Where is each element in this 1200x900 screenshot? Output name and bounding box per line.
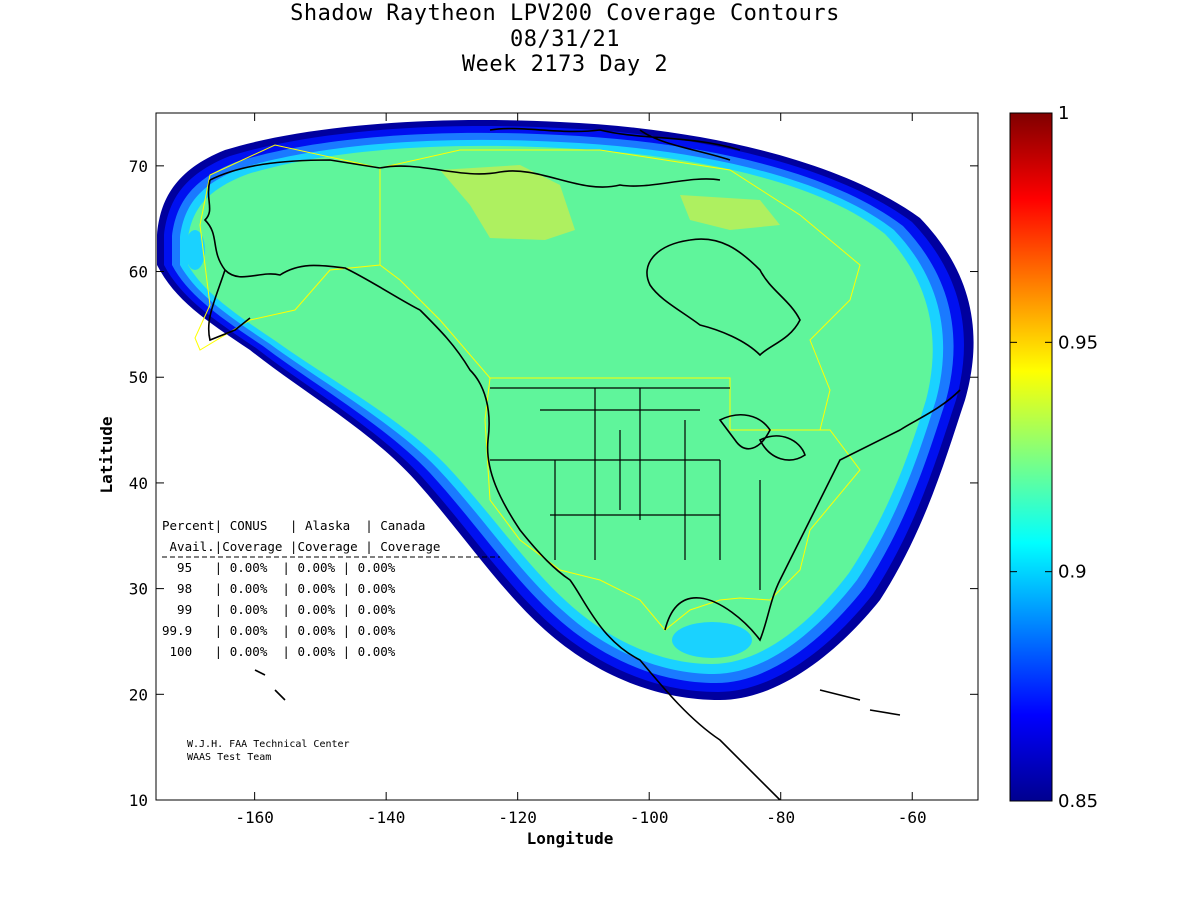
coastlines [203,127,961,800]
coverage-table: Percent| CONUS | Alaska | Canada Avail.|… [162,518,500,659]
credit-line-2: WAAS Test Team [187,752,271,763]
table-row: 98 | 0.00% | 0.00% | 0.00% [162,581,396,596]
y-tick-label: 20 [129,685,148,704]
atlantic-coast [664,389,961,642]
y-tick-label: 50 [129,368,148,387]
colorbar-frame [1009,112,1053,802]
contour-gulf-090 [672,622,752,658]
alaska-boundary [194,144,381,351]
y-tick-label: 60 [129,263,148,282]
x-tick-label: -80 [766,808,795,827]
y-axis-label: Latitude [97,416,116,493]
y-tick-label: 70 [129,157,148,176]
arctic-coast [379,127,741,188]
x-tick-label: -60 [898,808,927,827]
x-tick-label: -100 [630,808,669,827]
colorbar-ticks: 1 0.95 0.9 0.85 [1010,103,1098,812]
chart-date: 08/31/21 [510,27,620,52]
hudson-bay [646,238,801,357]
colorbar [1010,113,1052,801]
x-axis: -160 -140 -120 -100 -80 -60 [235,113,927,827]
chart-week-day: Week 2173 Day 2 [461,52,669,77]
coverage-contours [157,120,974,700]
contour-alaska-notch [185,230,205,270]
table-row: 95 | 0.00% | 0.00% | 0.00% [162,560,396,575]
colorbar-tick-label: 0.9 [1058,562,1087,583]
table-row: 100 | 0.00% | 0.00% | 0.00% [162,644,396,659]
pacific-coast [419,309,781,800]
table-row: 99 | 0.00% | 0.00% | 0.00% [162,602,396,617]
canada-boundary [379,149,861,431]
y-tick-label: 40 [129,474,148,493]
region-boundaries [194,144,861,631]
colorbar-tick-label: 0.95 [1058,332,1098,353]
us-state-grid [490,387,761,590]
credit-line-1: W.J.H. FAA Technical Center [187,739,350,750]
table-header-2: Avail.|Coverage |Coverage | Coverage [162,539,440,554]
y-tick-label: 30 [129,580,148,599]
x-axis-label: Longitude [527,829,614,848]
chart-title: Shadow Raytheon LPV200 Coverage Contours [290,1,840,26]
colorbar-tick-label: 1 [1058,103,1069,124]
caribbean-islands [254,669,901,716]
table-header-1: Percent| CONUS | Alaska | Canada [162,518,425,533]
contour-band-091 [188,145,933,665]
x-tick-label: -140 [367,808,406,827]
table-row: 99.9 | 0.00% | 0.00% | 0.00% [162,623,396,638]
x-tick-label: -120 [498,808,537,827]
y-axis: 10 20 30 40 50 60 70 [129,157,978,810]
x-tick-label: -160 [235,808,274,827]
y-tick-label: 10 [129,791,148,810]
contour-patch-092b [680,195,780,230]
colorbar-tick-label: 0.85 [1058,791,1098,812]
alaska-coast [203,159,421,342]
conus-boundary [484,377,861,631]
contour-patch-092 [440,165,575,240]
great-lakes [718,414,806,461]
plot-frame [155,112,979,801]
